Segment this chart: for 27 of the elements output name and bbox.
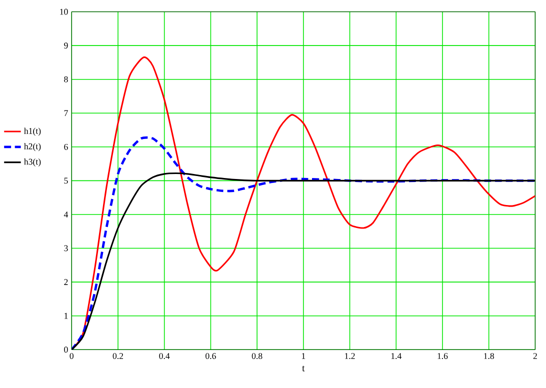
y-tick-label: 5 [64,178,68,184]
legend-label: h2(t) [24,143,41,152]
x-tick-label: 1.2 [345,353,355,360]
y-tick-label: 4 [64,212,68,218]
x-tick-label: 0.2 [112,353,124,360]
y-tick-label: 3 [64,245,68,252]
line-series [72,136,536,350]
x-tick-label: 0 [70,353,74,360]
y-tick-label: 0 [64,346,68,353]
x-tick-label: 0.6 [206,353,216,360]
y-tick-label: 2 [64,279,68,285]
x-tick-label: 2 [533,353,537,359]
x-tick-label: 1.8 [484,353,494,360]
x-tick-label: 1 [302,353,306,359]
y-tick-label: 8 [64,76,68,82]
y-tick-label: 9 [64,42,68,49]
x-tick-label: 0.8 [252,353,262,360]
x-tick-label: 1.4 [391,353,402,360]
y-tick-label: 6 [64,144,68,150]
y-tick-label: 1 [64,312,68,319]
x-tick-label: 0.4 [159,353,170,360]
x-axis-title: t [302,366,305,372]
legend-label: h3(t) [24,158,41,167]
legend-label: h1(t) [24,128,41,136]
y-tick-label: 10 [60,8,68,15]
x-tick-label: 1.6 [438,353,448,360]
y-tick-label: 7 [64,110,68,116]
